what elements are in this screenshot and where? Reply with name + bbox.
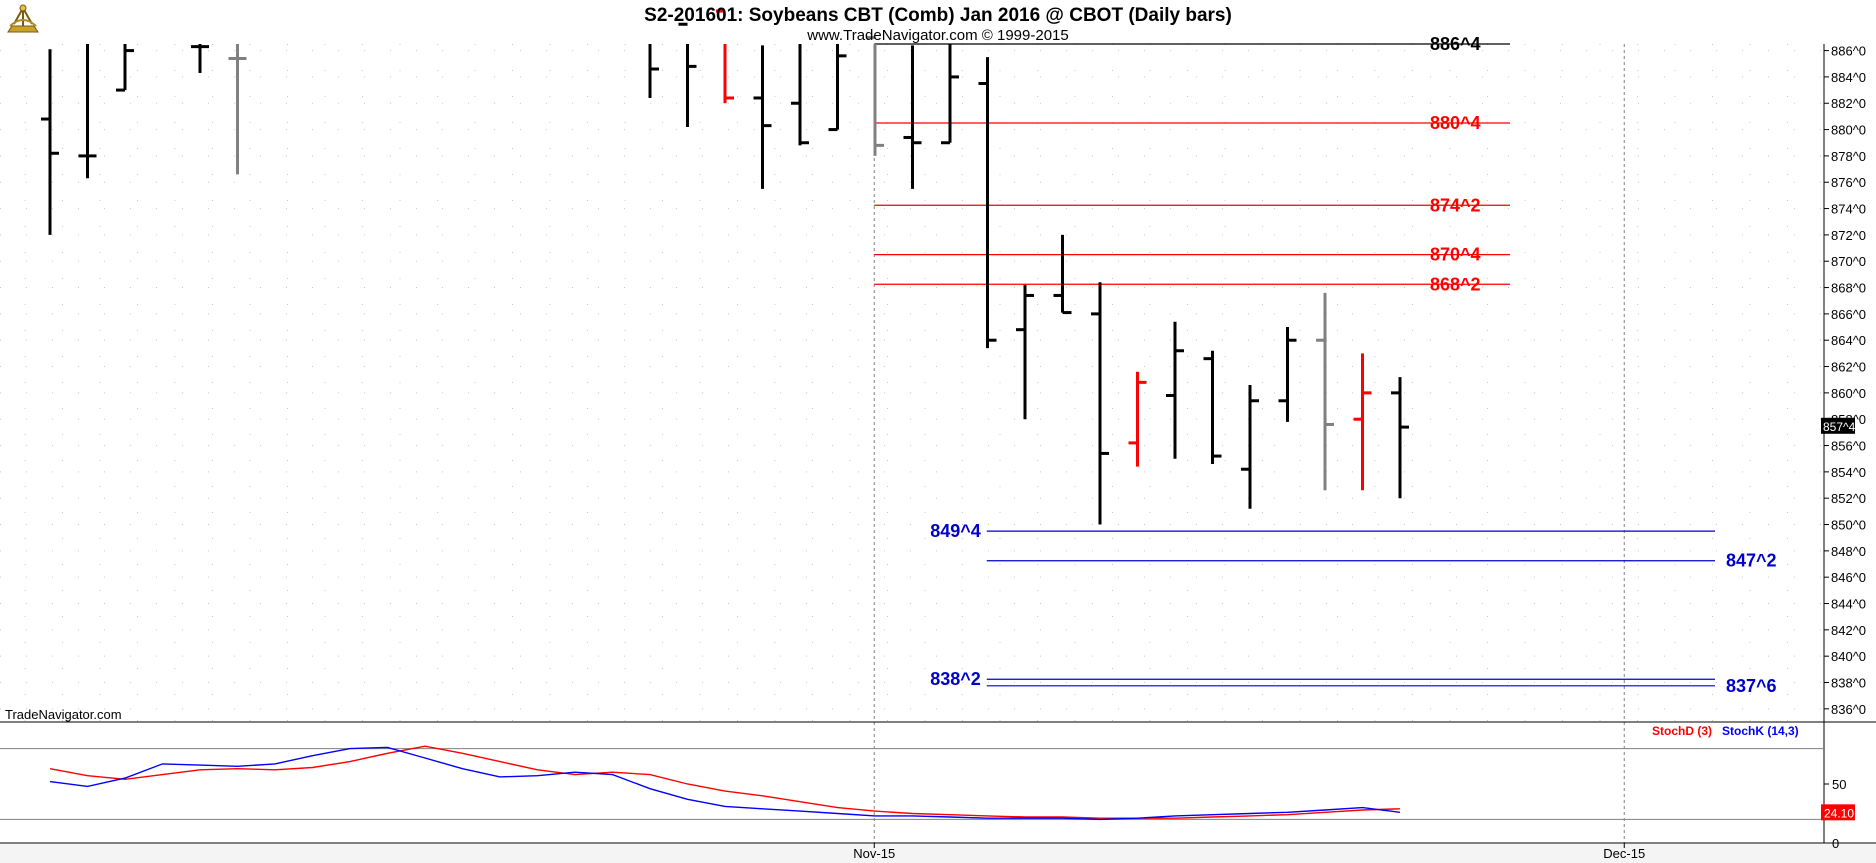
ohlc-bar[interactable] xyxy=(1278,327,1297,422)
ohlc-bar[interactable] xyxy=(791,44,809,146)
stoch-k-line[interactable] xyxy=(49,746,1401,821)
ohlc-bar[interactable] xyxy=(228,44,247,175)
price-axis-label: 872^0 xyxy=(1831,228,1866,243)
ohlc-bar[interactable] xyxy=(716,9,734,104)
price-axis-label: 840^0 xyxy=(1831,649,1866,664)
stochastic-layer: StochD (3) StochK (14,3) xyxy=(0,724,1824,821)
ohlc-bar[interactable] xyxy=(678,22,697,127)
stoch-d-line[interactable] xyxy=(49,745,1401,819)
price-axis-label: 874^0 xyxy=(1831,202,1866,217)
price-axis-label: 884^0 xyxy=(1831,70,1866,85)
ohlc-bar[interactable] xyxy=(941,44,959,145)
price-axis-label: 852^0 xyxy=(1831,491,1866,506)
price-axis-label: 870^0 xyxy=(1831,254,1866,269)
price-axis-label: 882^0 xyxy=(1831,96,1866,111)
watermark-text: TradeNavigator.com xyxy=(5,707,122,722)
price-axis-label: 866^0 xyxy=(1831,307,1866,322)
price-axis-label: 838^0 xyxy=(1831,676,1866,691)
ohlc-bar[interactable] xyxy=(1053,234,1072,315)
level-label: 837^6 xyxy=(1726,676,1777,696)
chart-title: S2-201601: Soybeans CBT (Comb) Jan 2016 … xyxy=(644,5,1232,26)
price-axis-label: 842^0 xyxy=(1831,623,1866,638)
time-axis-label: Nov-15 xyxy=(853,846,895,861)
time-axis-label: Dec-15 xyxy=(1603,846,1645,861)
price-axis-label: 854^0 xyxy=(1831,465,1866,480)
app-logo[interactable] xyxy=(7,4,39,33)
level-label: 870^4 xyxy=(1430,245,1481,265)
legend-stoch-k: StochK (14,3) xyxy=(1722,724,1799,738)
axes-layer: 836^0 838^0 840^0 842^0 844^0 846^0 848^0 850^0… xyxy=(853,44,1866,861)
level-label: 838^2 xyxy=(930,669,981,689)
price-axis-label: 844^0 xyxy=(1831,597,1866,612)
level-label: 880^4 xyxy=(1430,113,1481,133)
ohlc-bar[interactable] xyxy=(1353,353,1372,491)
ohlc-bar[interactable] xyxy=(1391,377,1409,499)
ohlc-bar[interactable] xyxy=(1166,321,1184,459)
legend-stoch-d: StochD (3) xyxy=(1652,724,1712,738)
level-label: 868^2 xyxy=(1430,274,1481,294)
price-axis-label: 850^0 xyxy=(1831,518,1866,533)
level-label: 886^4 xyxy=(1430,34,1481,54)
ohlc-bar[interactable] xyxy=(1016,284,1034,420)
ohlc-bar[interactable] xyxy=(78,44,97,179)
level-label: 849^4 xyxy=(930,521,981,541)
price-axis-label: 848^0 xyxy=(1831,544,1866,559)
price-axis-label: 856^0 xyxy=(1831,439,1866,454)
ohlc-bar[interactable] xyxy=(903,45,922,189)
chart-subtitle: www.TradeNavigator.com © 1999-2015 xyxy=(806,27,1068,44)
price-axis-label: 880^0 xyxy=(1831,123,1866,138)
price-axis-label: 886^0 xyxy=(1831,44,1866,59)
last-price-box xyxy=(1821,417,1855,434)
time-axis-band xyxy=(0,844,1876,863)
price-axis-label: 860^0 xyxy=(1831,386,1866,401)
price-axis-label: 878^0 xyxy=(1831,149,1866,164)
price-axis-label: 862^0 xyxy=(1831,360,1866,375)
grid-layer xyxy=(0,44,1824,843)
stoch-axis-label: 0 xyxy=(1832,836,1839,851)
ohlc-bar[interactable] xyxy=(1091,282,1109,525)
ohlc-bar[interactable] xyxy=(1241,384,1259,509)
price-axis-label: 868^0 xyxy=(1831,281,1866,296)
price-axis-label: 876^0 xyxy=(1831,175,1866,190)
ohlc-bar[interactable] xyxy=(978,57,997,349)
bars-layer xyxy=(41,0,1409,525)
level-label: 874^2 xyxy=(1430,195,1481,215)
ohlc-bar[interactable] xyxy=(191,44,209,73)
price-axis-label: 846^0 xyxy=(1831,570,1866,585)
sextant-logo-icon xyxy=(7,4,39,33)
stoch-axis-label: 50 xyxy=(1832,777,1846,792)
header-band xyxy=(0,0,1876,44)
ohlc-bar[interactable] xyxy=(1203,350,1222,464)
ohlc-bar[interactable] xyxy=(1128,371,1147,467)
ohlc-bar[interactable] xyxy=(753,45,772,189)
ohlc-bar[interactable] xyxy=(866,35,884,156)
price-axis-label: 836^0 xyxy=(1831,702,1866,717)
levels-layer: 886^4 880^4 874^2 870^4 868^2 849^4 847^2 838^2… xyxy=(874,34,1777,696)
level-label: 847^2 xyxy=(1726,551,1777,571)
ohlc-bar[interactable] xyxy=(116,44,134,92)
last-price-label: 857^4 xyxy=(1823,420,1856,434)
ohlc-bar[interactable] xyxy=(1316,292,1334,491)
stoch-value-label: 24.10 xyxy=(1824,806,1854,820)
ohlc-bar[interactable] xyxy=(41,49,59,235)
stoch-value-box xyxy=(1821,804,1855,821)
ohlc-bar[interactable] xyxy=(641,0,659,98)
ohlc-bar[interactable] xyxy=(828,44,847,132)
price-axis-label: 864^0 xyxy=(1831,333,1866,348)
